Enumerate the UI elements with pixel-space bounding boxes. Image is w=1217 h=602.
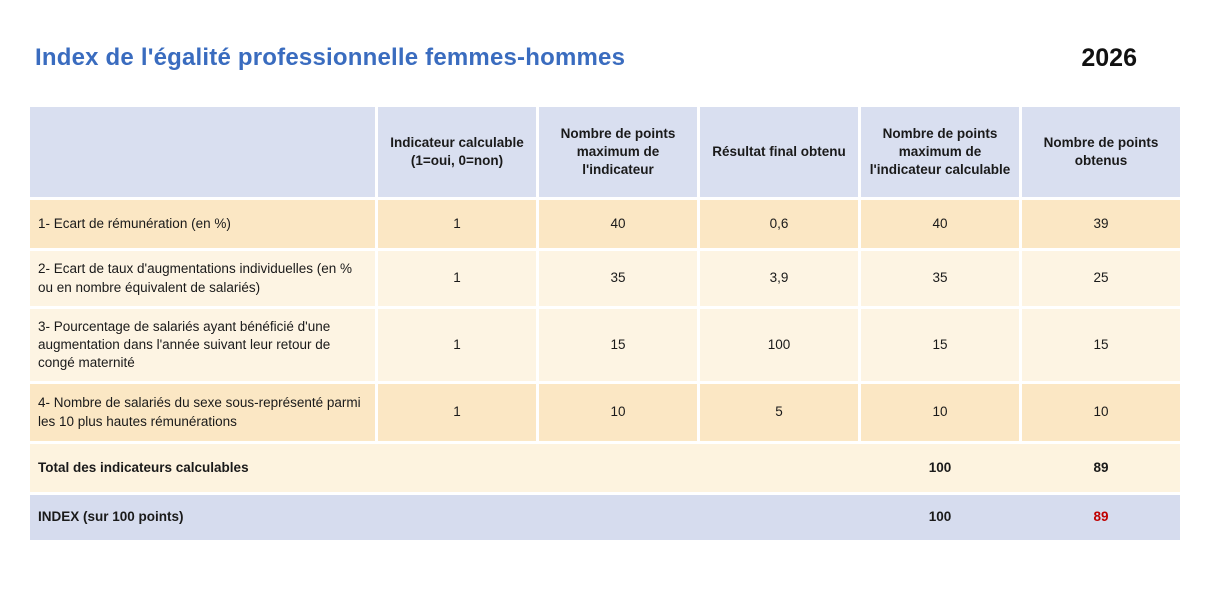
row-label: 2- Ecart de taux d'augmentations individ… <box>30 251 375 306</box>
table-row-total: Total des indicateurs calculables 100 89 <box>30 444 1180 492</box>
header-points-max-calculable: Nombre de points maximum de l'indicateur… <box>861 107 1019 197</box>
table-row-indicator-2: 2- Ecart de taux d'augmentations individ… <box>30 251 1180 306</box>
equality-index-table: Indicateur calculable (1=oui, 0=non) Nom… <box>30 107 1180 540</box>
cell-resultat-final: 5 <box>700 384 858 441</box>
total-points-obtenus: 89 <box>1093 459 1109 475</box>
header-indicateur-calculable: Indicateur calculable (1=oui, 0=non) <box>378 107 536 197</box>
cell-points-obtenus: 10 <box>1022 384 1180 441</box>
cell-resultat-final: 100 <box>700 309 858 381</box>
cell-empty <box>378 495 536 540</box>
table-row-indicator-3: 3- Pourcentage de salariés ayant bénéfic… <box>30 309 1180 381</box>
page-title: Index de l'égalité professionnelle femme… <box>35 44 626 71</box>
year-label: 2026 <box>1081 44 1137 72</box>
cell-max-points: 10 <box>539 384 697 441</box>
index-points-obtenus: 89 <box>1093 509 1109 525</box>
cell-points-obtenus: 39 <box>1022 200 1180 248</box>
total-label: Total des indicateurs calculables <box>38 459 249 475</box>
header-points-max-indicateur: Nombre de points maximum de l'indicateur <box>539 107 697 197</box>
cell-empty <box>539 444 697 492</box>
header-points-obtenus: Nombre de points obtenus <box>1022 107 1180 197</box>
cell-max-points-calculable: 35 <box>861 251 1019 306</box>
cell-points-obtenus: 25 <box>1022 251 1180 306</box>
cell-calculable: 1 <box>378 200 536 248</box>
index-max-points-calculable: 100 <box>928 509 952 525</box>
row-label: 1- Ecart de rémunération (en %) <box>30 200 375 248</box>
cell-max-points: 35 <box>539 251 697 306</box>
table-header-row: Indicateur calculable (1=oui, 0=non) Nom… <box>30 107 1180 197</box>
row-label: 3- Pourcentage de salariés ayant bénéfic… <box>30 309 375 381</box>
total-max-points-calculable: 100 <box>928 459 952 475</box>
header-empty-cell <box>30 107 375 197</box>
cell-calculable: 1 <box>378 251 536 306</box>
cell-max-points-calculable: 15 <box>861 309 1019 381</box>
cell-empty <box>700 495 858 540</box>
index-label: INDEX (sur 100 points) <box>38 509 184 525</box>
row-label: 4- Nombre de salariés du sexe sous-repré… <box>30 384 375 441</box>
cell-calculable: 1 <box>378 384 536 441</box>
report-header: Index de l'égalité professionnelle femme… <box>35 44 1137 73</box>
cell-empty <box>378 444 536 492</box>
cell-max-points-calculable: 40 <box>861 200 1019 248</box>
cell-resultat-final: 0,6 <box>700 200 858 248</box>
cell-calculable: 1 <box>378 309 536 381</box>
table-row-indicator-4: 4- Nombre de salariés du sexe sous-repré… <box>30 384 1180 441</box>
table-row-indicator-1: 1- Ecart de rémunération (en %) 1 40 0,6… <box>30 200 1180 248</box>
cell-empty <box>539 495 697 540</box>
cell-max-points: 40 <box>539 200 697 248</box>
cell-resultat-final: 3,9 <box>700 251 858 306</box>
header-resultat-final: Résultat final obtenu <box>700 107 858 197</box>
cell-max-points: 15 <box>539 309 697 381</box>
cell-points-obtenus: 15 <box>1022 309 1180 381</box>
cell-empty <box>700 444 858 492</box>
cell-max-points-calculable: 10 <box>861 384 1019 441</box>
table-row-index: INDEX (sur 100 points) 100 89 <box>30 495 1180 540</box>
